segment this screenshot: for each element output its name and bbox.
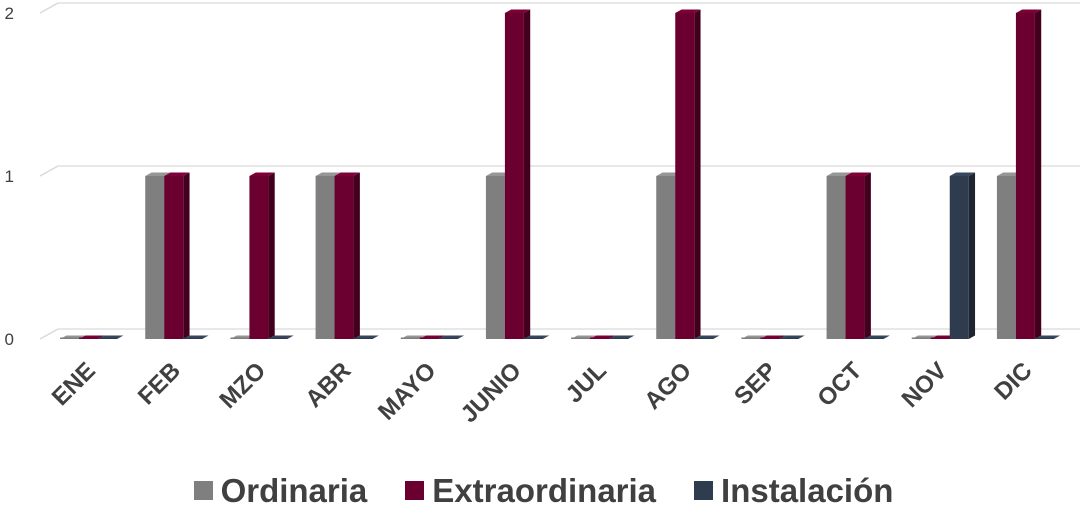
- bar-oct-1: [845, 172, 871, 339]
- y-tick-label: 2: [5, 4, 14, 23]
- gridline-depth: [39, 2, 59, 14]
- bar-jul-2: [609, 335, 635, 339]
- bar-abr-1: [334, 172, 360, 339]
- y-tick-label: 1: [5, 167, 14, 186]
- bar-ene-1: [79, 335, 105, 339]
- bar-ene-0: [60, 335, 86, 339]
- bar-ago-1: [675, 9, 701, 339]
- gridline-depth: [39, 328, 59, 340]
- bar-sep-1: [760, 335, 786, 339]
- bar-nov-1: [930, 335, 957, 339]
- x-tick-label: ENE: [47, 357, 101, 411]
- x-axis-labels: ENE FEB MZO ABR MAYO JUNIO JUL AGO SEP OCT NOV DIC: [47, 357, 1038, 428]
- bar-feb-2: [183, 335, 209, 339]
- x-tick-label: AGO: [639, 357, 697, 415]
- y-tick-label: 0: [5, 330, 14, 349]
- bar-mzo-1: [249, 172, 275, 339]
- y-axis-ticks: 0 1 2: [5, 4, 14, 349]
- x-tick-label: MAYO: [373, 357, 441, 425]
- bar-sep-2: [779, 335, 805, 339]
- bar-sep-0: [741, 335, 767, 339]
- bar-oct-2: [864, 335, 890, 339]
- legend-label: Ordinaria: [220, 472, 368, 509]
- legend-item: Instalación: [694, 474, 893, 507]
- bar-mayo-0: [400, 335, 427, 339]
- bar-nov-2: [949, 172, 976, 339]
- x-tick-label: NOV: [897, 357, 953, 413]
- bar-chart: 0 1 2 ENE FEB MZO ABR MAYO JUNIO JUL AGO SEP OCT NOV…: [5, 2, 1080, 428]
- bar-dic-2: [1034, 335, 1061, 339]
- bar-ago-2: [694, 335, 720, 339]
- x-tick-label: MZO: [214, 357, 271, 414]
- bar-dic-1: [1015, 9, 1042, 339]
- bar-feb-1: [164, 172, 190, 339]
- legend-item: Ordinaria: [193, 472, 368, 509]
- x-tick-label: DIC: [989, 357, 1037, 405]
- legend-swatch: [193, 481, 213, 500]
- bar-mayo-1: [419, 335, 446, 339]
- legend-swatch: [405, 481, 425, 500]
- bar-nov-0: [911, 335, 938, 339]
- x-tick-label: SEP: [729, 357, 782, 410]
- x-tick-label: OCT: [812, 357, 867, 412]
- bar-abr-2: [353, 335, 379, 339]
- gridlines: [39, 2, 1080, 340]
- legend-item: Extraordinaria: [405, 474, 656, 507]
- x-tick-label: JUNIO: [456, 357, 527, 428]
- gridline-depth: [39, 165, 59, 177]
- x-tick-label: ABR: [300, 357, 356, 413]
- bar-mzo-2: [268, 335, 294, 339]
- legend: Ordinaria Extraordinaria Instalación: [0, 474, 1087, 507]
- bar-junio-2: [523, 335, 550, 339]
- bar-mzo-0: [230, 335, 256, 339]
- legend-label: Extraordinaria: [432, 472, 657, 509]
- legend-swatch: [694, 481, 714, 500]
- bar-jul-0: [571, 335, 597, 339]
- bar-mayo-2: [438, 335, 465, 339]
- x-tick-label: JUL: [561, 357, 612, 408]
- x-tick-label: FEB: [133, 357, 186, 410]
- legend-label: Instalación: [721, 472, 894, 509]
- bar-ene-2: [98, 335, 124, 339]
- bar-jul-1: [590, 335, 616, 339]
- bars: [60, 9, 1061, 339]
- bar-junio-1: [504, 9, 531, 339]
